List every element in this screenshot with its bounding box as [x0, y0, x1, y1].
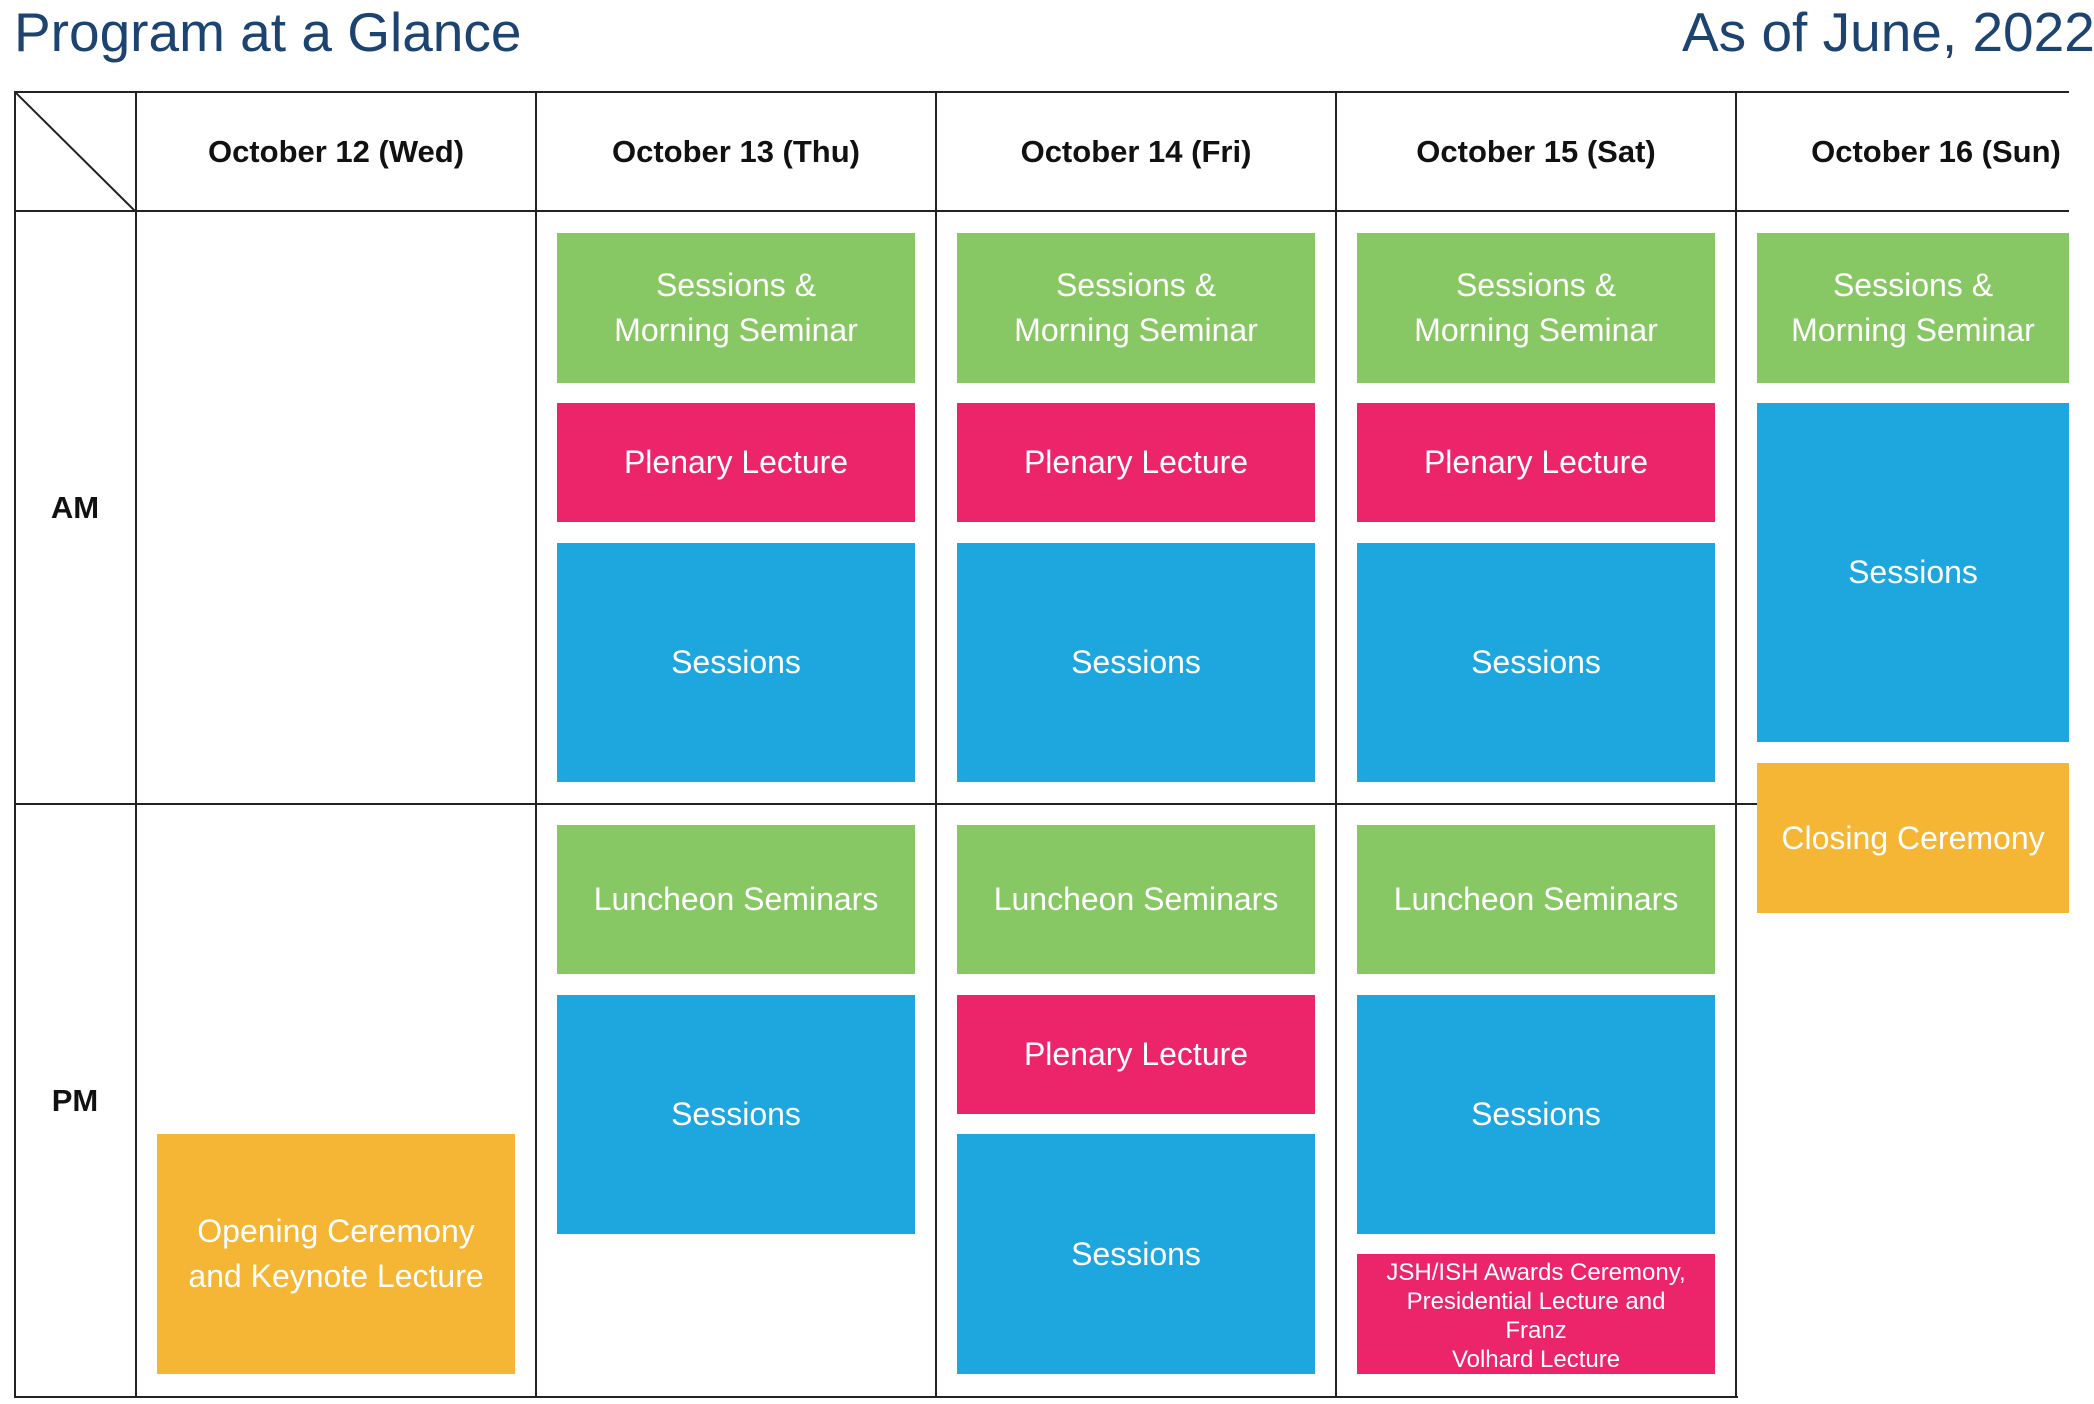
day-header-thu: October 13 (Thu)	[611, 134, 860, 169]
day-header-wed: October 12 (Wed)	[207, 134, 465, 169]
event-thu-sessions-am: Sessions	[557, 543, 915, 782]
corner-diagonal	[14, 91, 136, 212]
event-sat-awards-ceremony: JSH/ISH Awards Ceremony, Presidential Le…	[1357, 1254, 1715, 1374]
event-sat-luncheon-seminars: Luncheon Seminars	[1357, 825, 1715, 974]
event-fri-luncheon-seminars: Luncheon Seminars	[957, 825, 1315, 974]
grid-line-v3	[935, 91, 937, 1398]
period-pm-label: PM	[51, 1083, 99, 1118]
event-sat-sessions-am: Sessions	[1357, 543, 1715, 782]
as-of-date: As of June, 2022	[1682, 1, 2094, 63]
day-header-fri: October 14 (Fri)	[1020, 134, 1252, 169]
event-sat-morning-seminar: Sessions & Morning Seminar	[1357, 233, 1715, 383]
event-fri-sessions-pm: Sessions	[957, 1134, 1315, 1374]
grid-line-bottom	[14, 1396, 1738, 1398]
grid-line-header-bottom	[14, 210, 2069, 212]
grid-line-v0	[14, 91, 16, 1398]
page-title: Program at a Glance	[14, 1, 522, 63]
grid-line-v1	[135, 91, 137, 1398]
event-fri-sessions-am: Sessions	[957, 543, 1315, 782]
event-thu-morning-seminar: Sessions & Morning Seminar	[557, 233, 915, 383]
event-thu-sessions-pm: Sessions	[557, 995, 915, 1234]
event-sat-sessions-pm: Sessions	[1357, 995, 1715, 1234]
event-sun-closing-ceremony: Closing Ceremony	[1757, 763, 2069, 913]
grid-line-v2	[535, 91, 537, 1398]
event-thu-luncheon-seminars: Luncheon Seminars	[557, 825, 915, 974]
event-fri-plenary-lecture-am: Plenary Lecture	[957, 403, 1315, 522]
day-header-sun: October 16 (Sun)	[1811, 134, 2061, 169]
event-sat-plenary-lecture: Plenary Lecture	[1357, 403, 1715, 522]
event-fri-plenary-lecture-pm: Plenary Lecture	[957, 995, 1315, 1114]
day-header-sat: October 15 (Sat)	[1416, 134, 1656, 169]
event-sun-morning-seminar: Sessions & Morning Seminar	[1757, 233, 2069, 383]
grid-line-top	[14, 91, 2069, 93]
period-am-label: AM	[50, 490, 100, 525]
event-thu-plenary-lecture: Plenary Lecture	[557, 403, 915, 522]
grid-line-v4	[1335, 91, 1337, 1398]
event-fri-morning-seminar: Sessions & Morning Seminar	[957, 233, 1315, 383]
event-sun-sessions: Sessions	[1757, 403, 2069, 742]
grid-line-v5	[1735, 91, 1737, 1398]
event-opening-ceremony: Opening Ceremony and Keynote Lecture	[157, 1134, 515, 1374]
grid-line-am-pm	[14, 803, 2069, 805]
